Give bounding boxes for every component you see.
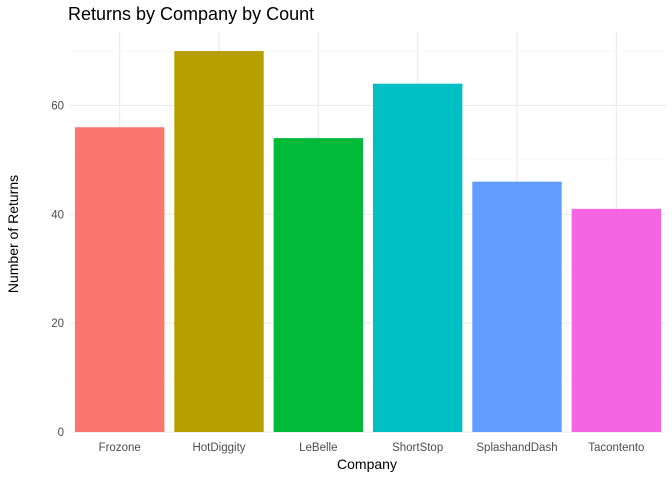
x-tick-label: Frozone — [99, 442, 141, 454]
x-axis-title: Company — [337, 456, 397, 472]
x-tick-label: LeBelle — [299, 442, 337, 454]
bar-hotdiggity — [174, 51, 264, 433]
bar-splashanddash — [472, 181, 562, 432]
y-axis-title: Number of Returns — [5, 175, 21, 293]
chart-title: Returns by Company by Count — [68, 4, 314, 24]
x-tick-label: Tacontento — [588, 442, 644, 454]
bar-shortstop — [372, 83, 463, 432]
y-tick-label: 60 — [51, 100, 64, 112]
bar-lebelle — [273, 138, 364, 433]
x-axis-ticks: Frozone HotDiggity LeBelle ShortStop Splasha… — [99, 442, 645, 454]
x-tick-label: HotDiggity — [192, 442, 245, 454]
bars — [74, 51, 662, 433]
y-axis-ticks: 0 20 40 60 — [51, 100, 64, 439]
y-tick-label: 20 — [51, 318, 64, 330]
bar-frozone — [74, 127, 165, 432]
bar-tacontento — [571, 208, 662, 432]
x-tick-label: ShortStop — [392, 442, 443, 454]
x-tick-label: SplashandDash — [476, 442, 557, 454]
y-tick-label: 40 — [51, 209, 64, 221]
y-tick-label: 0 — [58, 427, 64, 439]
